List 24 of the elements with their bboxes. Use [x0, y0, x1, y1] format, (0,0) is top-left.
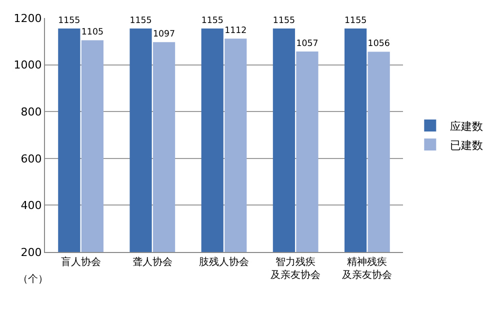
data-label: 1155 — [344, 16, 367, 26]
y-tick-label: 200 — [20, 246, 42, 259]
legend-label: 应建数 — [450, 120, 484, 133]
x-tick-label: 精神残疾及亲友协会 — [342, 256, 392, 281]
legend-label: 已建数 — [450, 138, 484, 152]
y-tick-label: 400 — [20, 199, 42, 212]
data-label: 1057 — [296, 38, 318, 49]
x-tick-label: 聋人协会 — [132, 256, 172, 268]
y-tick-label: 800 — [20, 105, 42, 118]
x-tick-label: 智力残疾及亲友协会 — [270, 256, 321, 281]
data-label: 1056 — [368, 39, 390, 50]
y-tick-label: 600 — [20, 152, 42, 166]
x-tick-label: 肢残人协会 — [199, 256, 249, 268]
y-tick-label: 1200 — [14, 12, 42, 25]
x-tick-label: 盲人协会 — [60, 256, 101, 268]
data-label: 1155 — [58, 16, 80, 26]
text: （个） — [18, 273, 48, 285]
y-tick-label: 1000 — [14, 58, 42, 72]
data-label: 1105 — [81, 28, 104, 38]
data-label: 1155 — [201, 16, 224, 26]
data-label: 1112 — [224, 26, 247, 36]
data-label: 1155 — [130, 16, 152, 26]
data-label: 1097 — [152, 29, 176, 40]
data-label: 1155 — [272, 16, 296, 26]
